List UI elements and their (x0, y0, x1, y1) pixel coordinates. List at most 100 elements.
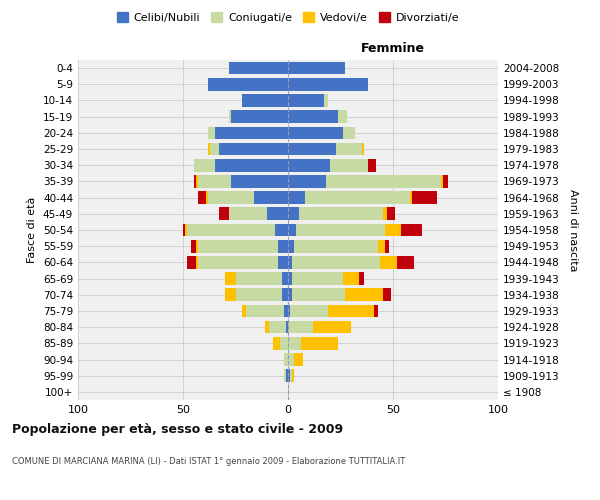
Bar (328, 304, 374, 318)
Bar (380, 256, 397, 268)
Bar (288, 175, 326, 188)
Bar (442, 175, 443, 188)
Bar (290, 370, 292, 382)
Bar (338, 110, 347, 123)
Bar (385, 240, 389, 252)
Bar (284, 304, 288, 318)
Bar (208, 142, 210, 156)
Bar (196, 256, 198, 268)
Bar (387, 208, 395, 220)
Bar (206, 192, 208, 204)
Bar (288, 62, 345, 74)
Bar (383, 208, 387, 220)
Bar (295, 353, 303, 366)
Bar (288, 159, 330, 172)
Bar (187, 224, 275, 236)
Bar (288, 353, 295, 366)
Bar (185, 224, 187, 236)
Bar (288, 288, 292, 301)
Bar (288, 224, 296, 236)
Bar (275, 224, 288, 236)
Legend: Celibi/Nubili, Coniugati/e, Vedovi/e, Divorziati/e: Celibi/Nubili, Coniugati/e, Vedovi/e, Di… (112, 8, 464, 28)
Bar (254, 192, 288, 204)
Bar (229, 110, 232, 123)
Bar (277, 240, 288, 252)
Bar (235, 288, 282, 301)
Bar (235, 272, 282, 285)
Bar (284, 370, 286, 382)
Bar (196, 175, 198, 188)
Bar (193, 159, 215, 172)
Bar (288, 110, 338, 123)
Bar (215, 126, 288, 139)
Bar (288, 78, 368, 90)
Bar (379, 240, 385, 252)
Bar (196, 240, 198, 252)
Bar (337, 142, 361, 156)
Bar (286, 321, 288, 334)
Bar (218, 208, 229, 220)
Bar (246, 304, 284, 318)
Bar (210, 142, 218, 156)
Bar (368, 159, 376, 172)
Bar (343, 126, 355, 139)
Bar (280, 337, 288, 349)
Bar (292, 272, 343, 285)
Bar (343, 272, 359, 285)
Bar (242, 304, 246, 318)
Bar (288, 256, 292, 268)
Bar (305, 192, 410, 204)
Bar (345, 288, 383, 301)
Bar (288, 208, 299, 220)
Y-axis label: Fasce di età: Fasce di età (28, 197, 37, 263)
Bar (288, 321, 313, 334)
Bar (282, 288, 288, 301)
Bar (292, 288, 344, 301)
Bar (198, 256, 277, 268)
Bar (295, 240, 379, 252)
Bar (313, 321, 351, 334)
Bar (412, 192, 437, 204)
Bar (193, 175, 196, 188)
Bar (215, 159, 288, 172)
Text: COMUNE DI MARCIANA MARINA (LI) - Dati ISTAT 1° gennaio 2009 - Elaborazione TUTTI: COMUNE DI MARCIANA MARINA (LI) - Dati IS… (12, 458, 405, 466)
Bar (292, 256, 380, 268)
Text: Popolazione per età, sesso e stato civile - 2009: Popolazione per età, sesso e stato civil… (12, 422, 343, 436)
Bar (324, 94, 328, 107)
Bar (267, 208, 288, 220)
Bar (232, 175, 288, 188)
Bar (374, 304, 379, 318)
Bar (225, 288, 235, 301)
Bar (397, 256, 414, 268)
Bar (191, 240, 196, 252)
Bar (288, 370, 290, 382)
Bar (265, 321, 269, 334)
Text: Femmine: Femmine (361, 42, 425, 55)
Bar (359, 272, 364, 285)
Bar (410, 192, 412, 204)
Bar (282, 272, 288, 285)
Bar (208, 78, 288, 90)
Bar (269, 321, 286, 334)
Bar (288, 272, 292, 285)
Bar (443, 175, 448, 188)
Bar (292, 370, 295, 382)
Bar (218, 142, 288, 156)
Bar (274, 337, 280, 349)
Bar (197, 192, 206, 204)
Bar (299, 208, 383, 220)
Bar (232, 110, 288, 123)
Bar (288, 337, 301, 349)
Bar (361, 142, 364, 156)
Bar (290, 304, 328, 318)
Bar (330, 159, 368, 172)
Bar (286, 370, 288, 382)
Bar (198, 175, 232, 188)
Bar (288, 126, 343, 139)
Bar (208, 192, 254, 204)
Bar (187, 256, 196, 268)
Bar (229, 62, 288, 74)
Y-axis label: Anni di nascita: Anni di nascita (568, 188, 578, 271)
Bar (288, 304, 290, 318)
Bar (242, 94, 288, 107)
